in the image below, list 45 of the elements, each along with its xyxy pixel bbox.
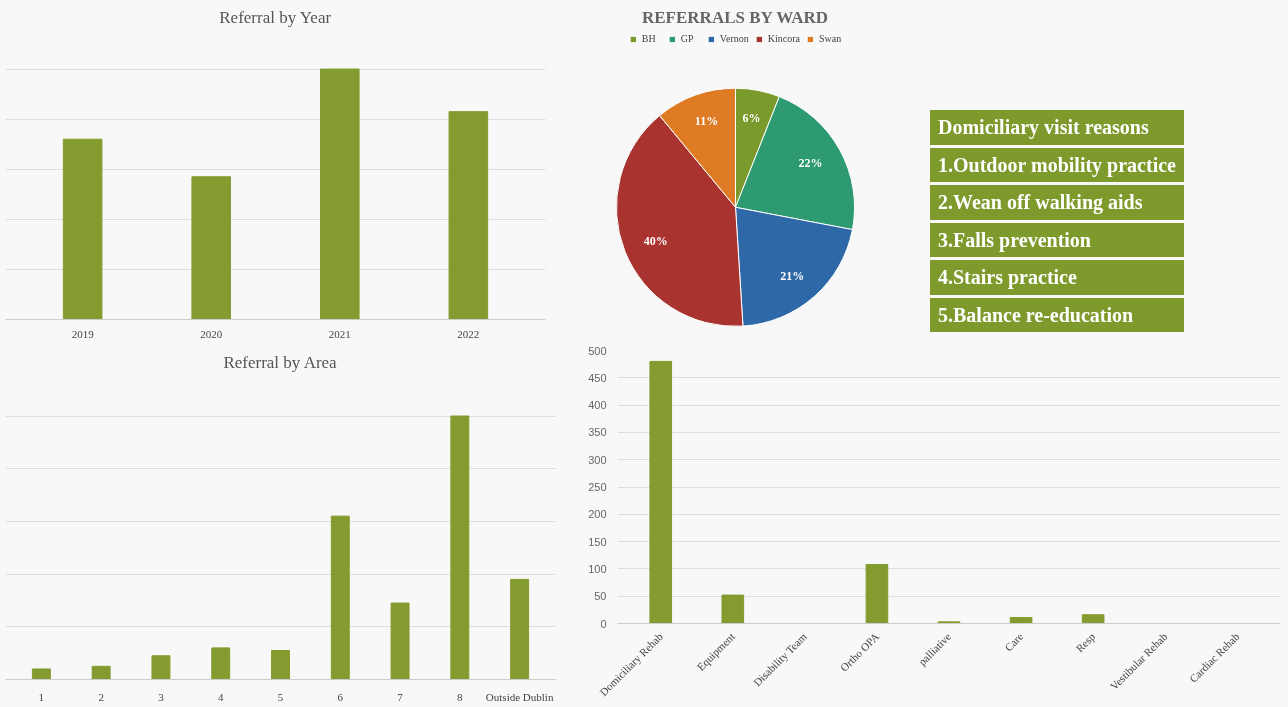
chart-title: Referral by Year [219,7,332,27]
text: 2.Wean off walking aids [930,185,1184,220]
y-tick-label: 350 [588,426,607,439]
data-label: 11% [694,114,719,129]
legend-label: Kincora [767,33,800,44]
y-tick-label: 100 [588,562,607,575]
text: 4.Stairs practice [930,260,1184,295]
chart-title: Referral by Area [223,352,338,372]
data-label: 40% [643,233,668,248]
x-tick-label: Care [1002,630,1026,654]
y-tick-label: 400 [588,399,607,412]
x-tick-label: 4 [217,690,224,703]
x-tick-label: 2022 [457,327,480,340]
chart-title: REFERRALS BY WARD [641,7,829,27]
y-tick-label: 500 [588,344,607,357]
y-tick-label: 50 [594,590,607,603]
x-tick-label: 7 [397,690,404,703]
x-tick-label: 8 [457,690,464,703]
x-tick-label: Outside Dublin [485,690,554,703]
x-tick-label: 5 [277,690,284,703]
y-tick-label: 250 [588,481,607,493]
x-tick-label: 2021 [328,327,351,340]
y-tick-label: 0 [600,617,607,630]
x-tick-label: 2 [98,690,104,703]
text: 5.Balance re-education [930,297,1184,333]
x-tick-label: 6 [337,690,344,703]
x-tick-label: Resp [1073,629,1098,655]
x-tick-label: 1 [38,690,45,703]
y-tick-label: 300 [588,453,607,466]
text: 3.Falls prevention [930,222,1184,258]
x-tick-label: 2019 [71,327,95,340]
data-label: 6% [742,110,761,125]
y-tick-label: 150 [588,535,607,548]
legend-label: GP [680,33,695,44]
legend-label: Swan [818,33,842,44]
text: 1.Outdoor mobility practice [930,147,1184,183]
x-tick-label: 2020 [200,327,223,340]
text: Domiciliary visit reasons [930,110,1184,145]
legend-label: BH [641,33,657,44]
y-tick-label: 200 [588,508,607,521]
data-label: 21% [780,268,805,283]
legend-label: Vernon [719,33,749,44]
y-tick-label: 450 [588,371,607,384]
data-label: 22% [798,156,823,171]
x-tick-label: 3 [158,690,165,703]
